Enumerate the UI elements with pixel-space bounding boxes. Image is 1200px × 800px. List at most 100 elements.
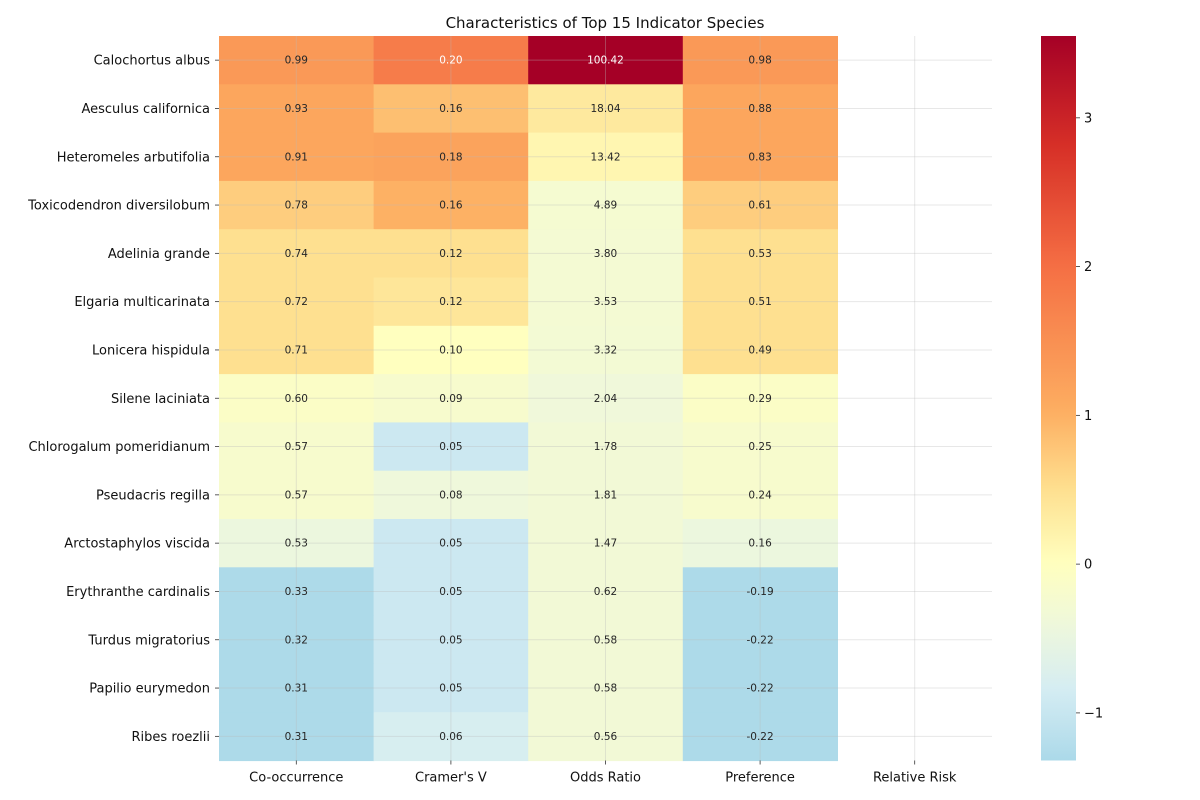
- heatmap-cell: [682, 712, 838, 762]
- cell-value-label: 2.04: [594, 393, 618, 405]
- x-tick-label: Cramer's V: [415, 771, 487, 786]
- x-tick-label: Relative Risk: [873, 771, 957, 786]
- heatmap-cell: [682, 615, 838, 665]
- cell-value-label: 4.89: [594, 200, 617, 212]
- cell-labels: 0.99 0.20 100.42 0.98 0.93 0.16 18.04 0.88 0.91 0…: [285, 55, 774, 743]
- cell-value-label: 0.05: [439, 538, 462, 550]
- colorbar-tick-label: 2: [1084, 260, 1092, 275]
- colorbar-tick-label: 3: [1084, 111, 1092, 126]
- heatmap-cell: [682, 470, 838, 520]
- y-tick-label: Lonicera hispidula: [92, 343, 210, 358]
- cell-value-label: 0.58: [594, 634, 617, 646]
- heatmap-cell: [528, 519, 684, 568]
- cell-value-label: 18.04: [590, 103, 620, 115]
- heatmap-cell: [373, 663, 529, 713]
- cell-value-label: -0.22: [747, 683, 774, 695]
- heatmap-cell: [219, 519, 375, 568]
- heatmap-cell: [528, 277, 684, 327]
- x-tick-label: Co-occurrence: [249, 771, 343, 786]
- cell-value-label: -0.22: [747, 634, 774, 646]
- heatmap-cell: [373, 567, 529, 617]
- heatmap-cell: [373, 36, 529, 85]
- heatmap-cell: [219, 229, 375, 279]
- cell-value-label: 0.53: [748, 248, 771, 260]
- heatmap-cell: [373, 84, 529, 134]
- heatmap-cell: [373, 615, 529, 665]
- heatmap-cell: [528, 36, 684, 85]
- chart-title: Characteristics of Top 15 Indicator Spec…: [446, 14, 765, 32]
- heatmap-cell: [682, 84, 838, 134]
- heatmap-cell: [682, 229, 838, 279]
- cell-value-label: 0.08: [439, 489, 462, 501]
- y-tick-label: Heteromeles arbutifolia: [57, 150, 210, 165]
- heatmap-cell: [219, 325, 375, 375]
- colorbar-tick-label: 0: [1084, 558, 1092, 573]
- cell-value-label: 0.61: [748, 200, 771, 212]
- cell-value-label: 0.05: [439, 683, 462, 695]
- cell-value-label: 0.98: [748, 55, 771, 67]
- y-tick-label: Papilio eurymedon: [89, 682, 210, 697]
- cell-value-label: 0.16: [439, 103, 463, 115]
- heatmap-cell: [528, 663, 684, 713]
- cell-value-label: 13.42: [590, 151, 620, 163]
- heatmap-cell: [682, 519, 838, 568]
- heatmap-cell: [219, 132, 375, 182]
- cell-value-label: 0.93: [285, 103, 308, 115]
- heatmap-cell: [373, 325, 529, 375]
- y-tick-label: Silene laciniata: [111, 392, 210, 407]
- cell-value-label: 3.53: [594, 296, 617, 308]
- cell-value-label: 0.25: [748, 441, 771, 453]
- y-tick-label: Elgaria multicarinata: [74, 295, 210, 310]
- cell-value-label: 0.10: [439, 344, 462, 356]
- heatmap-cell: [373, 374, 529, 423]
- cell-value-label: 0.62: [594, 586, 617, 598]
- cell-value-label: 0.12: [439, 248, 462, 260]
- cell-value-label: 0.74: [285, 248, 309, 260]
- heatmap-cell: [528, 229, 684, 279]
- heatmap-cell: [682, 36, 838, 85]
- cell-value-label: 0.24: [748, 489, 772, 501]
- cell-value-label: 1.47: [594, 538, 617, 550]
- heatmap-cell: [373, 422, 529, 472]
- heatmap-cell: [219, 84, 375, 134]
- y-tick-label: Calochortus albus: [94, 54, 211, 69]
- cell-value-label: 0.31: [285, 731, 308, 743]
- heatmap-cell: [219, 374, 375, 423]
- colorbar-gradient: [1041, 36, 1076, 761]
- y-tick-label: Ribes roezlii: [132, 730, 210, 745]
- heatmap-cell: [373, 277, 529, 327]
- heatmap-cell: [682, 374, 838, 423]
- heatmap-cell: [528, 325, 684, 375]
- cell-value-label: -0.19: [747, 586, 774, 598]
- cell-value-label: 0.09: [439, 393, 462, 405]
- heatmap-cell: [219, 712, 375, 762]
- y-tick-label: Chlorogalum pomeridianum: [28, 440, 210, 455]
- cell-value-label: 0.16: [439, 200, 463, 212]
- heatmap-cell: [219, 663, 375, 713]
- x-tick-label: Preference: [725, 771, 795, 786]
- cell-value-label: -0.22: [747, 731, 774, 743]
- heatmap-cell: [219, 277, 375, 327]
- heatmap-cell: [528, 132, 684, 182]
- cell-value-label: 0.88: [748, 103, 771, 115]
- cell-value-label: 0.06: [439, 731, 463, 743]
- heatmap-cell: [219, 422, 375, 472]
- cell-value-label: 0.78: [285, 200, 308, 212]
- heatmap-cell: [373, 132, 529, 182]
- heatmap-cell: [682, 663, 838, 713]
- cell-value-label: 0.05: [439, 441, 462, 453]
- colorbar-tick-label: 1: [1084, 409, 1092, 424]
- y-tick-label: Arctostaphylos viscida: [64, 537, 210, 552]
- cell-value-label: 0.29: [748, 393, 771, 405]
- heatmap-cells: [219, 36, 838, 762]
- heatmap-cell: [219, 615, 375, 665]
- cell-value-label: 100.42: [587, 55, 624, 67]
- cell-value-label: 0.56: [594, 731, 618, 743]
- cell-value-label: 0.58: [594, 683, 617, 695]
- heatmap-cell: [373, 229, 529, 279]
- y-tick-labels: Calochortus albus Aesculus californica Het…: [27, 54, 219, 745]
- heatmap-cell: [528, 615, 684, 665]
- y-tick-label: Pseudacris regilla: [96, 488, 210, 503]
- cell-value-label: 0.72: [285, 296, 308, 308]
